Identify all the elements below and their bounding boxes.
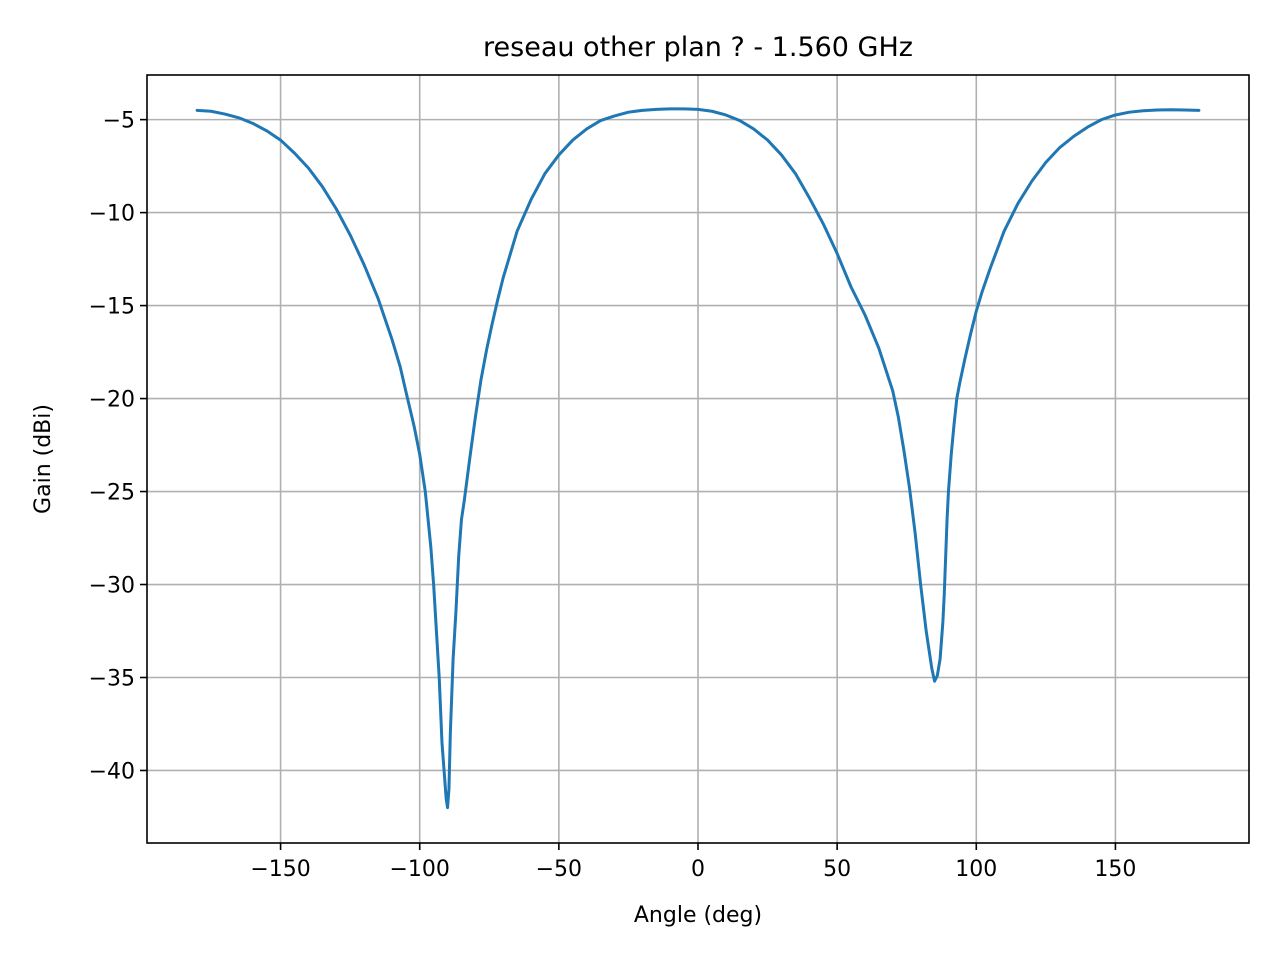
y-tick-label: −25 xyxy=(89,481,135,506)
x-tick-label: 100 xyxy=(955,857,997,882)
x-tick-label: 50 xyxy=(823,857,851,882)
axes-frame xyxy=(146,74,1250,844)
y-tick-label: −35 xyxy=(89,666,135,691)
y-tick-label: −10 xyxy=(89,202,135,227)
x-tick-label: 150 xyxy=(1094,857,1136,882)
x-tick-label: 0 xyxy=(691,857,705,882)
y-tick-label: −15 xyxy=(89,295,135,320)
y-tick-label: −40 xyxy=(89,759,135,784)
grid-lines xyxy=(147,75,1249,843)
y-tick-label: −30 xyxy=(89,574,135,599)
plot-area xyxy=(195,107,1201,810)
y-tick-label: −20 xyxy=(89,388,135,413)
x-tick-label: −100 xyxy=(389,857,449,882)
axis-ticks: −150 −100 −50 0 50 100 150 −40 −35 −30 −25 −20 −15 −1… xyxy=(89,109,1137,882)
gain-line xyxy=(195,107,1201,810)
y-tick-label: −5 xyxy=(103,109,135,134)
chart-title: reseau other plan ? - 1.560 GHz xyxy=(483,32,913,63)
y-axis-label: Gain (dBi) xyxy=(31,404,56,514)
x-tick-label: −50 xyxy=(536,857,582,882)
x-axis-label: Angle (deg) xyxy=(634,903,762,928)
x-tick-label: −150 xyxy=(250,857,310,882)
